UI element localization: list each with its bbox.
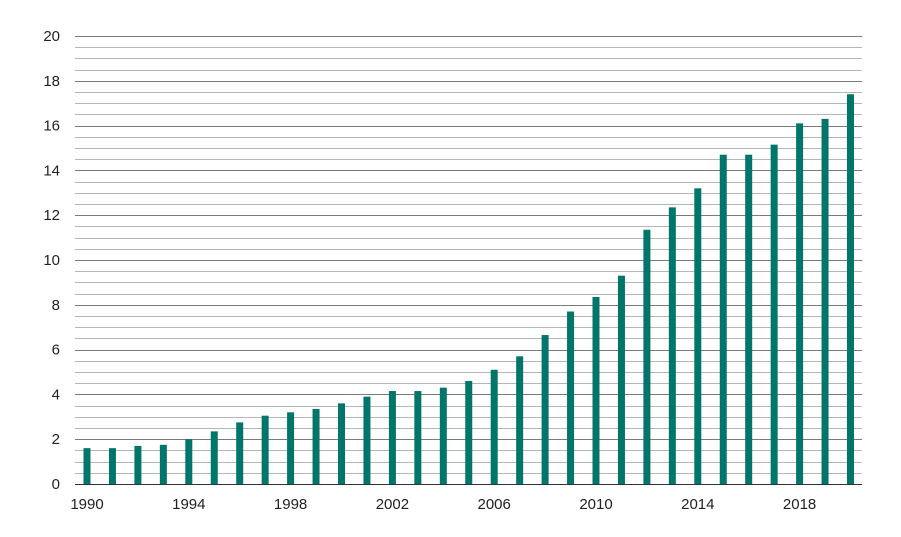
bar-2009 (567, 311, 575, 484)
bar-1991 (108, 448, 116, 484)
bar-2003 (414, 391, 422, 484)
y-tick-label: 8 (52, 297, 60, 314)
bars (83, 94, 854, 485)
bar-2014 (694, 188, 702, 484)
y-axis-tick-labels: 0 2 4 6 8 10 12 14 16 18 20 (43, 28, 60, 493)
bar-2010 (592, 296, 600, 484)
bar-2001 (363, 396, 371, 484)
bar-2000 (338, 403, 345, 484)
bar-2007 (516, 356, 524, 484)
bar-2016 (745, 154, 753, 484)
y-tick-label: 0 (52, 476, 60, 493)
bar-1994 (185, 439, 193, 484)
bar-2011 (617, 275, 625, 484)
bar-1999 (312, 408, 320, 484)
y-tick-label: 18 (43, 73, 60, 90)
y-tick-label: 10 (43, 252, 60, 269)
y-tick-label: 2 (52, 431, 60, 448)
bar-1995 (210, 431, 218, 484)
x-tick-label: 1990 (70, 496, 103, 513)
bar-2015 (719, 154, 727, 484)
y-tick-label: 6 (52, 342, 60, 359)
y-tick-label: 20 (43, 28, 60, 45)
x-tick-label: 2018 (783, 496, 816, 513)
bar-2013 (668, 207, 676, 485)
bar-2004 (439, 387, 447, 484)
bar-2008 (541, 335, 549, 484)
bar-2018 (796, 123, 804, 485)
x-tick-label: 1998 (274, 496, 307, 513)
bar-1998 (287, 412, 295, 484)
y-tick-label: 12 (43, 207, 60, 224)
y-tick-label: 16 (43, 118, 60, 135)
x-axis-tick-labels: 1990 1994 1998 2002 2006 2010 2014 2018 (70, 496, 816, 513)
bar-2002 (388, 391, 396, 484)
x-tick-label: 1994 (172, 496, 205, 513)
gridlines (75, 36, 862, 474)
x-tick-label: 2002 (376, 496, 409, 513)
x-tick-label: 2006 (478, 496, 511, 513)
bar-1993 (159, 444, 167, 484)
y-tick-label: 4 (52, 386, 60, 403)
bar-2020 (847, 94, 854, 485)
x-tick-label: 2010 (579, 496, 612, 513)
bar-2006 (490, 369, 498, 484)
y-tick-label: 14 (43, 162, 60, 179)
bar-1990 (83, 448, 91, 484)
bar-2017 (770, 144, 778, 484)
bar-2019 (821, 118, 829, 484)
bar-1992 (134, 445, 142, 484)
bar-1996 (236, 422, 244, 484)
bar-2012 (643, 229, 651, 484)
bar-2005 (465, 380, 473, 484)
x-tick-label: 2014 (681, 496, 714, 513)
bar-1997 (261, 415, 269, 484)
